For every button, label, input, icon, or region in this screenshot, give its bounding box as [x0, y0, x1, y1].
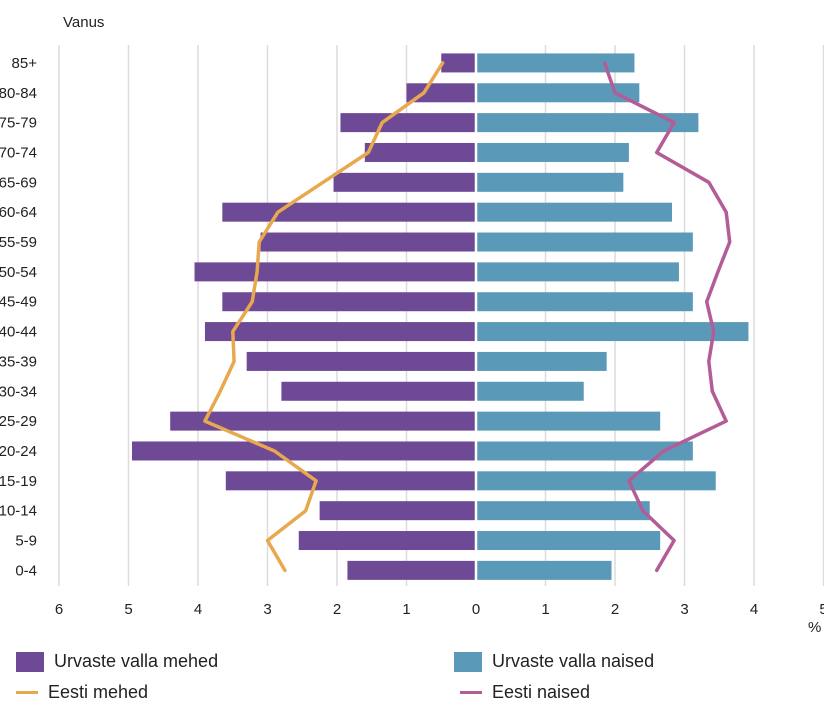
- bar: [364, 142, 476, 162]
- bar: [476, 322, 749, 342]
- legend-label-urvaste-naised: Urvaste valla naised: [492, 651, 655, 671]
- x-tick-label: 6: [55, 601, 63, 618]
- x-tick-label: 2: [611, 601, 619, 618]
- bar: [246, 351, 476, 371]
- legend-label-eesti-mehed: Eesti mehed: [48, 682, 149, 702]
- x-tick-label: 4: [750, 601, 758, 618]
- y-tick-label: 55-59: [0, 234, 37, 251]
- bar: [298, 531, 476, 551]
- y-tick-label: 75-79: [0, 115, 37, 132]
- y-tick-label: 80-84: [0, 85, 37, 102]
- x-tick-label: 1: [541, 601, 549, 618]
- y-tick-label: 65-69: [0, 174, 37, 191]
- x-tick-label: 5: [819, 601, 824, 618]
- bar: [406, 83, 476, 103]
- x-tick-label: 4: [194, 601, 202, 618]
- legend-swatch-eesti-naised: [460, 691, 482, 694]
- y-tick-label: 0-4: [15, 562, 37, 579]
- y-tick-label: 10-14: [0, 503, 37, 520]
- bar: [204, 322, 476, 342]
- y-tick-label: 45-49: [0, 294, 37, 311]
- bar: [441, 53, 476, 73]
- bar: [260, 232, 476, 252]
- bar: [476, 351, 607, 371]
- y-tick-label: 25-29: [0, 413, 37, 430]
- bar: [476, 172, 624, 192]
- bar: [476, 441, 693, 461]
- y-tick-label: 60-64: [0, 204, 37, 221]
- bar: [476, 560, 612, 580]
- x-tick-label: 0: [472, 601, 480, 618]
- bar: [476, 531, 661, 551]
- y-tick-label: 15-19: [0, 473, 37, 490]
- bar: [281, 381, 476, 401]
- x-tick-label: 1: [402, 601, 410, 618]
- y-axis-title: Vanus: [63, 14, 104, 31]
- bar: [476, 471, 716, 491]
- bar: [476, 113, 699, 133]
- y-tick-label: 40-44: [0, 324, 37, 341]
- bar: [476, 142, 629, 162]
- x-axis-unit: %: [808, 619, 821, 636]
- x-tick-label: 3: [263, 601, 271, 618]
- series-line: [203, 61, 445, 573]
- bar: [225, 471, 476, 491]
- y-tick-label: 70-74: [0, 144, 37, 161]
- legend-swatch-urvaste-mehed: [16, 651, 44, 672]
- legend-swatch-eesti-mehed: [16, 691, 38, 694]
- legend-item-eesti-mehed: Eesti mehed: [16, 682, 148, 703]
- lines: [203, 61, 732, 573]
- legend-swatch-urvaste-naised: [454, 651, 482, 672]
- bar: [222, 202, 476, 222]
- bar: [194, 262, 476, 282]
- y-tick-label: 20-24: [0, 443, 37, 460]
- y-tick-label: 85+: [12, 55, 38, 72]
- y-tick-label: 30-34: [0, 383, 37, 400]
- x-tick-label: 2: [333, 601, 341, 618]
- bar: [340, 113, 476, 133]
- bar: [476, 292, 693, 312]
- bar: [170, 411, 476, 431]
- bars: [131, 45, 749, 586]
- legend-label-urvaste-mehed: Urvaste valla mehed: [54, 651, 219, 671]
- x-tick-label: 3: [680, 601, 688, 618]
- bar: [222, 292, 476, 312]
- bar: [476, 411, 661, 431]
- bar: [131, 441, 476, 461]
- bar: [347, 560, 476, 580]
- legend-item-urvaste-naised: Urvaste valla naised: [454, 651, 654, 672]
- legend-item-urvaste-mehed: Urvaste valla mehed: [16, 651, 218, 672]
- bar: [476, 381, 584, 401]
- legend-label-eesti-naised: Eesti naised: [492, 682, 591, 702]
- bar: [476, 53, 635, 73]
- labels: 6 5 4 3 2 1 0 1 2 3 4 5 85+ 80-84 75-79 70-74 65-69 60-64…: [0, 55, 824, 618]
- bar: [476, 232, 693, 252]
- bar: [333, 172, 476, 192]
- bar: [476, 83, 640, 103]
- y-tick-label: 35-39: [0, 353, 37, 370]
- y-tick-label: 5-9: [15, 533, 37, 550]
- x-tick-label: 5: [124, 601, 132, 618]
- y-tick-label: 50-54: [0, 264, 37, 281]
- bar: [476, 501, 650, 521]
- legend-item-eesti-naised: Eesti naised: [460, 682, 590, 703]
- bar: [319, 501, 476, 521]
- bar: [476, 262, 679, 282]
- bar: [476, 202, 672, 222]
- series-line: [602, 61, 732, 573]
